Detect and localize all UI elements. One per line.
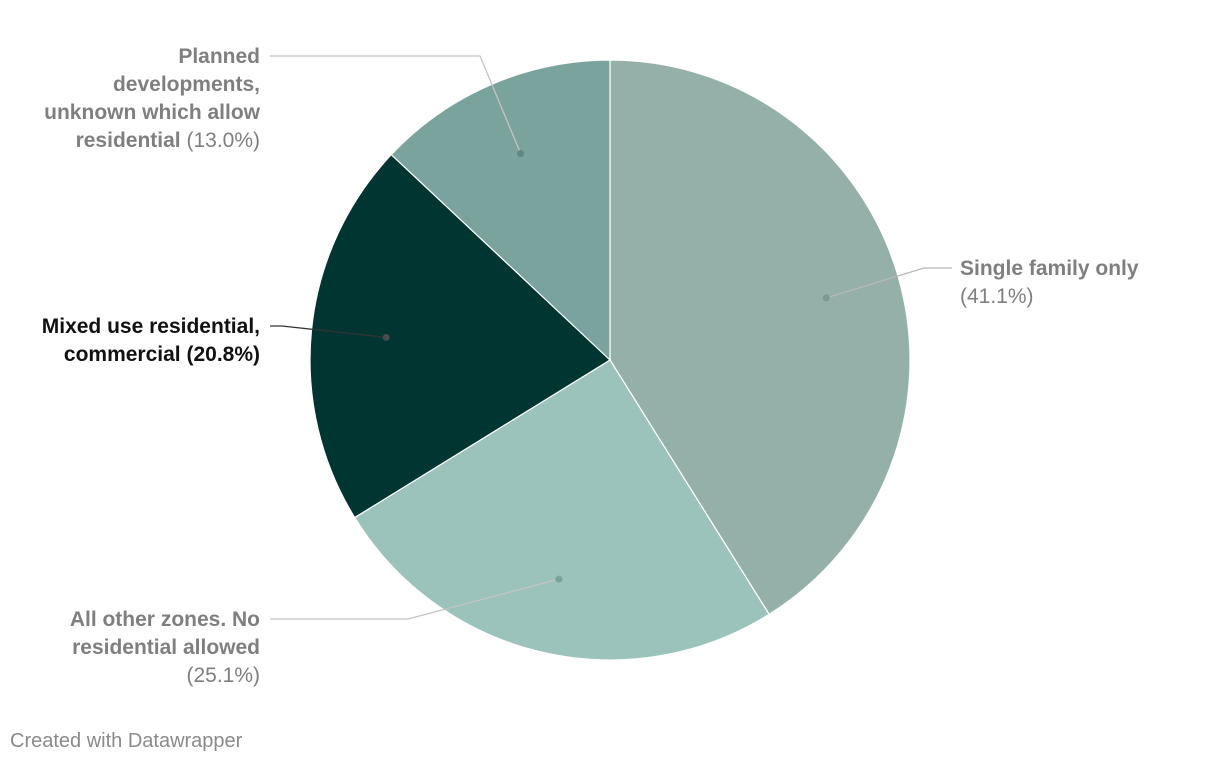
pie-slices [309,59,911,661]
label-mixed-last-name: commercial [63,343,181,366]
leader-lines [270,55,952,620]
leader-single-family [826,267,952,299]
label-planned-line-4: residential (13.0%) [20,127,260,155]
label-other-pct: (25.1%) [186,664,260,687]
label-planned-line-3: unknown which allow [44,101,260,124]
label-mixed-pct: (20.8%) [186,343,260,366]
leader-planned-developments-dot [517,150,525,158]
slice-planned-developments [390,59,611,362]
label-mixed-line-2: commercial (20.8%) [10,341,260,369]
label-planned-last-name: residential [75,129,181,152]
leader-mixed-use-dot [382,333,390,341]
label-planned-line-2: developments, [112,73,260,96]
leader-mixed-use [270,325,387,339]
label-planned-pct: (13.0%) [186,129,260,152]
label-planned-line-1: Planned [178,45,260,68]
slice-all-other-zones [353,359,770,661]
label-single-name: Single family only [960,257,1139,280]
label-planned-developments: Planned developments, unknown which allo… [20,43,260,155]
credit-text: Created with Datawrapper [10,730,243,752]
label-single-family: Single family only (41.1%) [960,255,1200,311]
label-single-pct: (41.1%) [960,285,1034,308]
leader-single-family-dot [822,294,830,302]
leader-all-other-zones-dot [555,575,563,583]
label-other-line-1: All other zones. No [69,608,260,631]
slice-mixed-use [309,153,611,519]
label-all-other-zones: All other zones. No residential allowed … [20,606,260,690]
leader-planned-developments [270,55,522,154]
label-mixed-use: Mixed use residential, commercial (20.8%… [10,313,260,369]
slice-single-family [609,59,911,616]
label-mixed-line-1: Mixed use residential, [41,315,260,338]
leader-all-other-zones [270,578,560,620]
label-other-line-2: residential allowed [72,636,260,659]
